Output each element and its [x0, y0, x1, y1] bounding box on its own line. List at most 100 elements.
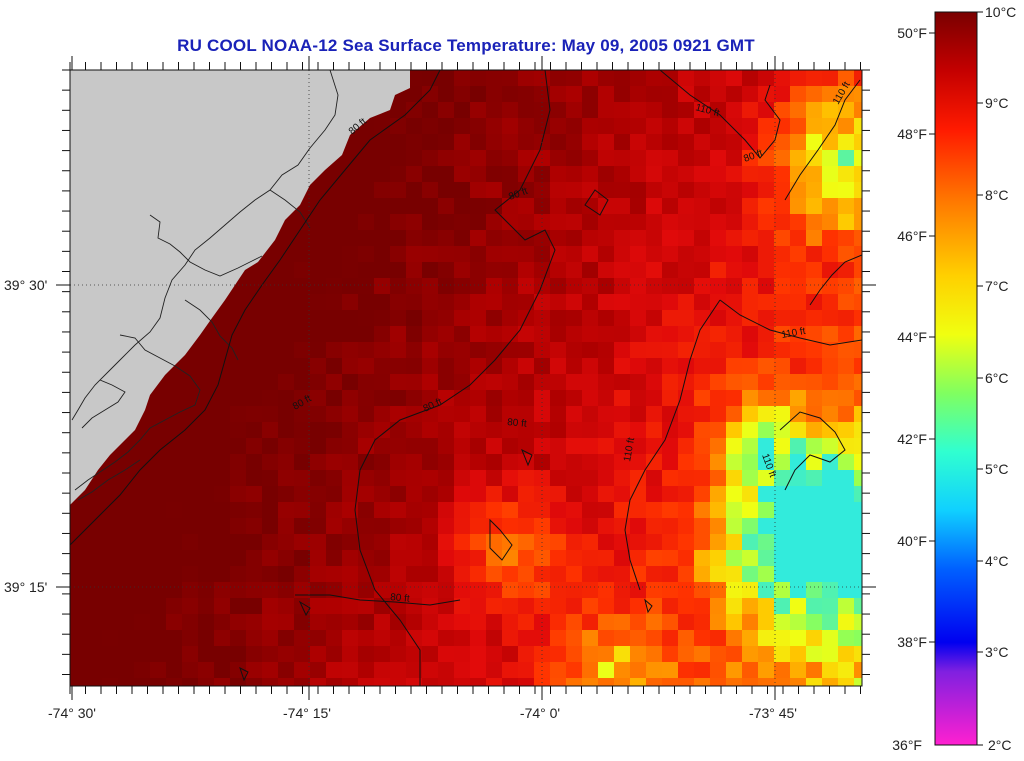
sst-pixel [550, 294, 567, 311]
sst-pixel [486, 342, 503, 359]
sst-pixel [374, 342, 391, 359]
sst-pixel [614, 454, 631, 471]
sst-pixel [726, 630, 743, 647]
sst-pixel [406, 630, 423, 647]
sst-pixel [630, 134, 647, 151]
sst-pixel [822, 550, 839, 567]
sst-pixel [230, 614, 247, 631]
sst-pixel [438, 86, 455, 103]
sst-pixel [598, 230, 615, 247]
sst-pixel [726, 598, 743, 615]
sst-pixel [566, 358, 583, 375]
sst-pixel [630, 486, 647, 503]
sst-pixel [294, 678, 311, 686]
sst-pixel [342, 550, 359, 567]
sst-pixel [566, 598, 583, 615]
sst-pixel [550, 646, 567, 663]
sst-pixel [646, 486, 663, 503]
sst-pixel [566, 246, 583, 263]
sst-pixel [774, 486, 791, 503]
sst-pixel [454, 630, 471, 647]
sst-pixel [838, 182, 855, 199]
sst-pixel [854, 502, 862, 519]
sst-pixel [358, 534, 375, 551]
sst-pixel [678, 134, 695, 151]
sst-pixel [342, 230, 359, 247]
sst-pixel [374, 422, 391, 439]
sst-pixel [262, 326, 279, 343]
sst-pixel [854, 518, 862, 535]
sst-pixel [454, 646, 471, 663]
sst-pixel [790, 342, 807, 359]
sst-pixel [582, 630, 599, 647]
sst-pixel [790, 198, 807, 215]
axis-ticks [56, 56, 876, 700]
sst-pixel [86, 566, 103, 583]
sst-pixel [758, 550, 775, 567]
sst-pixel [294, 342, 311, 359]
sst-pixel [230, 358, 247, 375]
sst-pixel [182, 454, 199, 471]
sst-pixel [166, 390, 183, 407]
sst-pixel [790, 438, 807, 455]
sst-pixel [486, 470, 503, 487]
sst-pixel [822, 342, 839, 359]
sst-pixel [342, 646, 359, 663]
sst-pixel [358, 646, 375, 663]
sst-pixel [390, 150, 407, 167]
sst-pixel [150, 566, 167, 583]
sst-pixel [150, 646, 167, 663]
sst-pixel [678, 166, 695, 183]
sst-pixel [230, 294, 247, 311]
sst-pixel [630, 454, 647, 471]
sst-pixel [710, 134, 727, 151]
sst-pixel [822, 470, 839, 487]
sst-pixel [470, 502, 487, 519]
sst-pixel [662, 134, 679, 151]
sst-pixel [630, 406, 647, 423]
sst-pixel [150, 502, 167, 519]
sst-pixel [678, 294, 695, 311]
sst-pixel [406, 198, 423, 215]
sst-pixel [358, 278, 375, 295]
sst-pixel [582, 486, 599, 503]
sst-pixel [774, 198, 791, 215]
sst-pixel [262, 406, 279, 423]
sst-pixel [406, 358, 423, 375]
sst-pixel [694, 534, 711, 551]
sst-pixel [646, 598, 663, 615]
sst-pixel [390, 262, 407, 279]
sst-pixel [598, 406, 615, 423]
sst-pixel [326, 614, 343, 631]
sst-pixel [806, 150, 823, 167]
sst-pixel [614, 566, 631, 583]
sst-pixel [310, 438, 327, 455]
sst-pixel [182, 406, 199, 423]
sst-pixel [614, 134, 631, 151]
sst-pixel [614, 678, 631, 686]
sst-pixel [198, 582, 215, 599]
sst-pixel [806, 598, 823, 615]
sst-pixel [726, 470, 743, 487]
sst-pixel [694, 246, 711, 263]
sst-pixel [438, 662, 455, 679]
sst-pixel [406, 390, 423, 407]
sst-pixel [342, 614, 359, 631]
sst-pixel [262, 358, 279, 375]
sst-pixel [518, 86, 535, 103]
sst-pixel [710, 518, 727, 535]
sst-pixel [326, 550, 343, 567]
sst-pixel [646, 342, 663, 359]
sst-pixel [710, 262, 727, 279]
sst-pixel [406, 134, 423, 151]
sst-pixel [342, 342, 359, 359]
sst-pixel [422, 566, 439, 583]
sst-pixel [598, 662, 615, 679]
sst-pixel [454, 534, 471, 551]
sst-pixel [150, 470, 167, 487]
sst-pixel [358, 294, 375, 311]
sst-pixel [166, 630, 183, 647]
sst-pixel [518, 246, 535, 263]
sst-pixel [614, 646, 631, 663]
sst-pixel [790, 582, 807, 599]
